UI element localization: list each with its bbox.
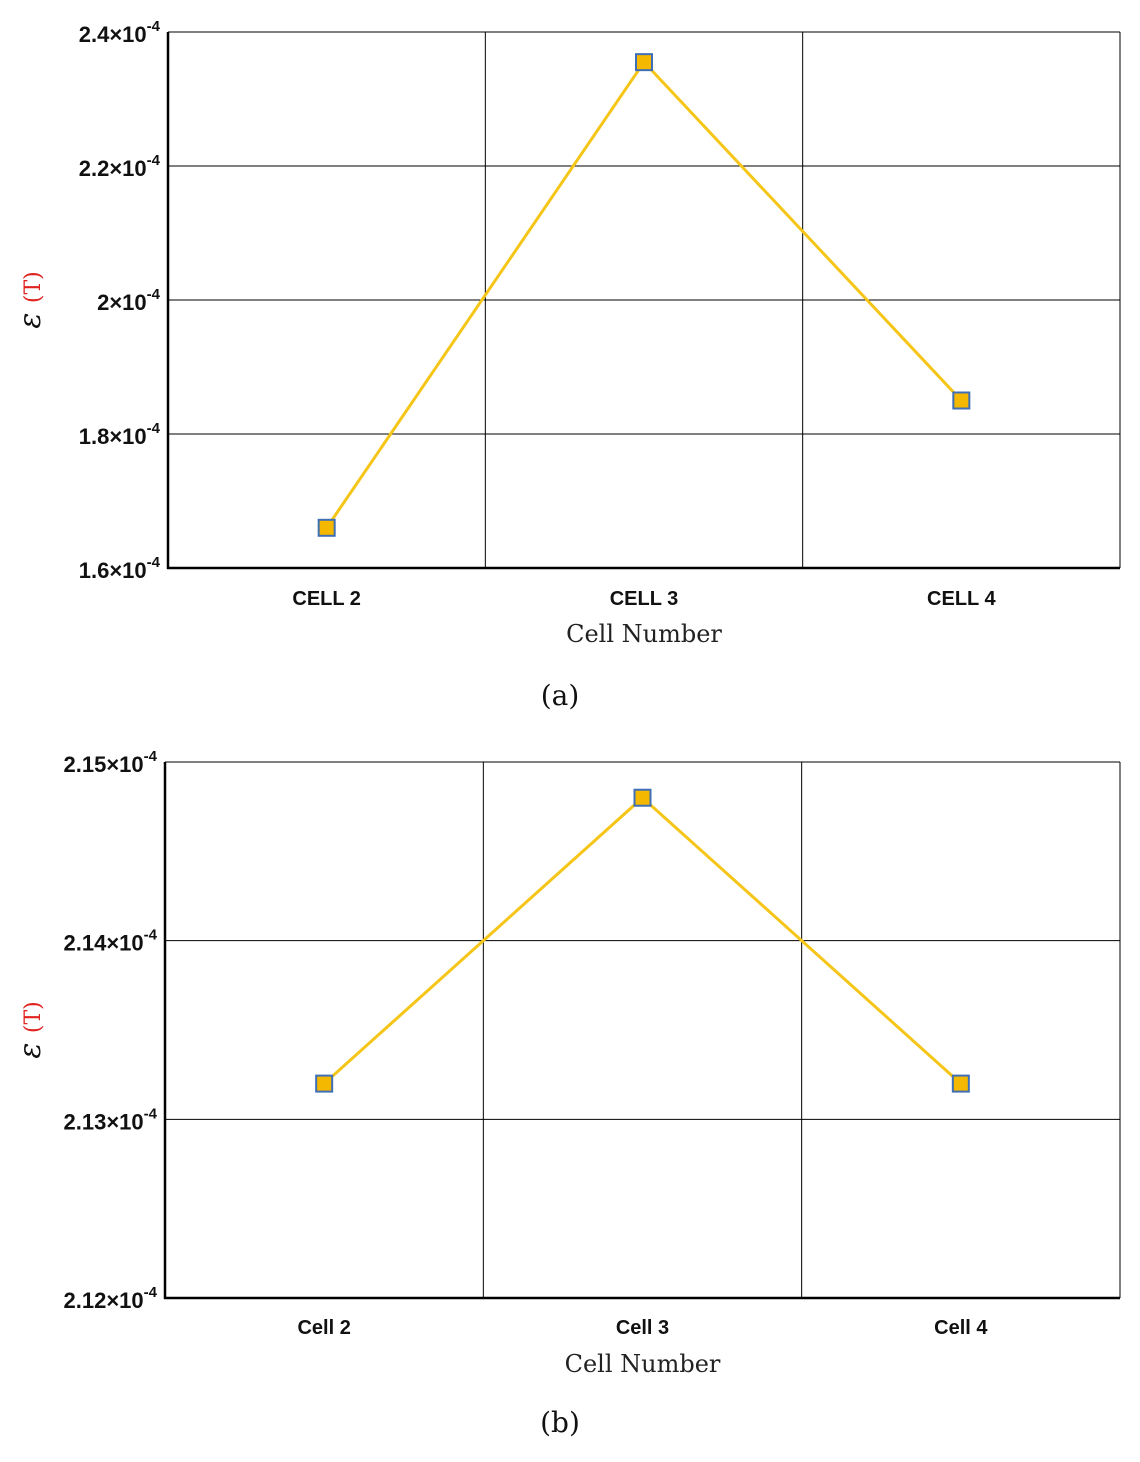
x-tick-label: CELL 3 (610, 588, 679, 610)
y-tick-label: 2.12×10-4 (64, 1284, 158, 1313)
x-tick-label: CELL 2 (292, 588, 361, 610)
x-axis-label: Cell Number (565, 1350, 721, 1378)
chart-panel-2: 2.12×10-4 2.13×10-4 2.14×10-4 2.15×10-4 Cell… (13, 748, 1121, 1439)
chart-panel-1: 1.6×10-4 1.8×10-4 2×10-4 2.2×10-4 2.4×10-4 CE… (13, 18, 1121, 712)
data-point (635, 53, 653, 72)
y-tick-label: 2.14×10-4 (64, 927, 158, 956)
y-axis-label: ε (T) (13, 271, 48, 328)
x-tick-label: Cell 2 (297, 1317, 350, 1339)
y-axis-label: ε (T) (13, 1001, 48, 1058)
y-tick-label: 2×10-4 (97, 286, 161, 315)
y-tick-label: 1.6×10-4 (79, 554, 161, 583)
panel-label: (b) (540, 1406, 580, 1439)
series-line (325, 59, 963, 529)
x-tick-label: Cell 4 (934, 1317, 988, 1339)
data-point (315, 1074, 334, 1093)
y-tick-label: 2.2×10-4 (79, 152, 161, 181)
y-tick-label: 2.15×10-4 (64, 748, 158, 777)
x-tick-label: CELL 4 (927, 588, 996, 610)
x-axis-label: Cell Number (566, 620, 722, 648)
data-point (317, 518, 336, 537)
panel-label: (a) (541, 679, 580, 712)
data-point (633, 788, 652, 807)
x-tick-label: Cell 3 (616, 1317, 669, 1339)
y-tick-label: 1.8×10-4 (79, 420, 161, 449)
y-tick-label: 2.13×10-4 (64, 1105, 158, 1134)
data-point (952, 391, 971, 410)
y-tick-label: 2.4×10-4 (79, 18, 161, 47)
data-point (951, 1074, 970, 1093)
